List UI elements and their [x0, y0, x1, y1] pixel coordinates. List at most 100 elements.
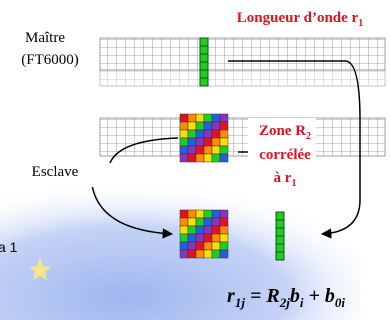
color-cell	[180, 154, 188, 162]
green-cell	[200, 70, 208, 78]
zone-text: à r	[274, 170, 292, 186]
color-cell	[180, 210, 188, 218]
green-cell	[276, 252, 284, 260]
color-cell	[188, 154, 196, 162]
green-cell	[276, 212, 284, 220]
color-cell	[204, 154, 212, 162]
color-cell	[212, 210, 220, 218]
color-cell	[180, 234, 188, 242]
green-cell	[276, 236, 284, 244]
green-cell	[200, 78, 208, 86]
green-cell	[200, 46, 208, 54]
color-cell	[204, 234, 212, 242]
zone-sub: 2	[306, 131, 311, 142]
formula-part: b	[325, 285, 335, 307]
color-cell	[220, 138, 228, 146]
color-cell	[196, 146, 204, 154]
color-cell	[196, 114, 204, 122]
color-cell	[212, 114, 220, 122]
color-cell	[220, 130, 228, 138]
wavelength-label: Longueur d’onde r1	[237, 10, 363, 29]
wavelength-text: Longueur d’onde r	[237, 10, 359, 26]
color-cell	[220, 218, 228, 226]
color-cell	[188, 242, 196, 250]
color-cell	[212, 234, 220, 242]
formula-part: R	[265, 285, 279, 307]
color-cell	[196, 234, 204, 242]
color-cell	[220, 242, 228, 250]
color-cell	[212, 138, 220, 146]
color-cell	[220, 114, 228, 122]
slave-label: Esclave	[32, 164, 79, 180]
color-cell	[220, 234, 228, 242]
color-cell	[204, 130, 212, 138]
green-cell	[276, 244, 284, 252]
green-cell	[200, 54, 208, 62]
color-cell	[188, 138, 196, 146]
color-cell	[212, 250, 220, 258]
color-cell	[220, 146, 228, 154]
wavelength-sub: 1	[358, 18, 363, 29]
color-cell	[196, 122, 204, 130]
formula-sub: 0i	[335, 295, 346, 310]
color-cell	[204, 226, 212, 234]
color-cell	[180, 114, 188, 122]
color-cell	[212, 226, 220, 234]
color-cell	[180, 122, 188, 130]
color-cell	[212, 154, 220, 162]
color-cell	[220, 122, 228, 130]
color-cell	[196, 242, 204, 250]
color-cell	[188, 234, 196, 242]
master-model: (FT6000)	[21, 52, 79, 68]
color-cell	[188, 226, 196, 234]
color-cell	[180, 130, 188, 138]
color-cell	[220, 154, 228, 162]
formula-sub: 2j	[279, 295, 291, 310]
zone-sub: 1	[291, 178, 296, 189]
color-cell	[180, 226, 188, 234]
color-cell	[180, 218, 188, 226]
color-cell	[204, 210, 212, 218]
color-cell	[196, 210, 204, 218]
color-cell	[188, 250, 196, 258]
color-cell	[212, 242, 220, 250]
color-cell	[204, 114, 212, 122]
diagram: Esclave a 1 Maître (FT6000) Longueur d’o…	[0, 0, 390, 320]
master-grid-lower	[100, 70, 385, 86]
slave-grid	[100, 118, 385, 156]
formula-part: b	[290, 285, 300, 307]
green-cell	[276, 228, 284, 236]
color-cell	[180, 250, 188, 258]
color-cell	[180, 242, 188, 250]
color-cell	[196, 154, 204, 162]
color-cell	[188, 122, 196, 130]
color-cell	[196, 138, 204, 146]
color-cell	[204, 138, 212, 146]
color-cell	[188, 218, 196, 226]
zone-text: Zone R	[259, 123, 306, 139]
green-cell	[276, 220, 284, 228]
color-cell	[204, 122, 212, 130]
color-cell	[188, 146, 196, 154]
color-cell	[204, 250, 212, 258]
side-text: a 1	[0, 239, 18, 255]
master-grid	[100, 38, 385, 70]
color-cell	[212, 122, 220, 130]
color-cell	[196, 218, 204, 226]
color-cell	[220, 250, 228, 258]
color-cell	[204, 242, 212, 250]
formula-part: +	[303, 285, 324, 307]
color-cell	[220, 226, 228, 234]
color-cell	[212, 146, 220, 154]
color-cell	[212, 218, 220, 226]
color-cell	[196, 226, 204, 234]
color-cell	[196, 130, 204, 138]
formula-part: r	[227, 285, 235, 307]
green-cell	[200, 38, 208, 46]
color-cell	[188, 210, 196, 218]
master-name: Maître	[25, 30, 65, 46]
zone-line2: corrélée	[259, 147, 311, 163]
color-cell	[180, 146, 188, 154]
color-cell	[196, 250, 204, 258]
color-cell	[188, 114, 196, 122]
